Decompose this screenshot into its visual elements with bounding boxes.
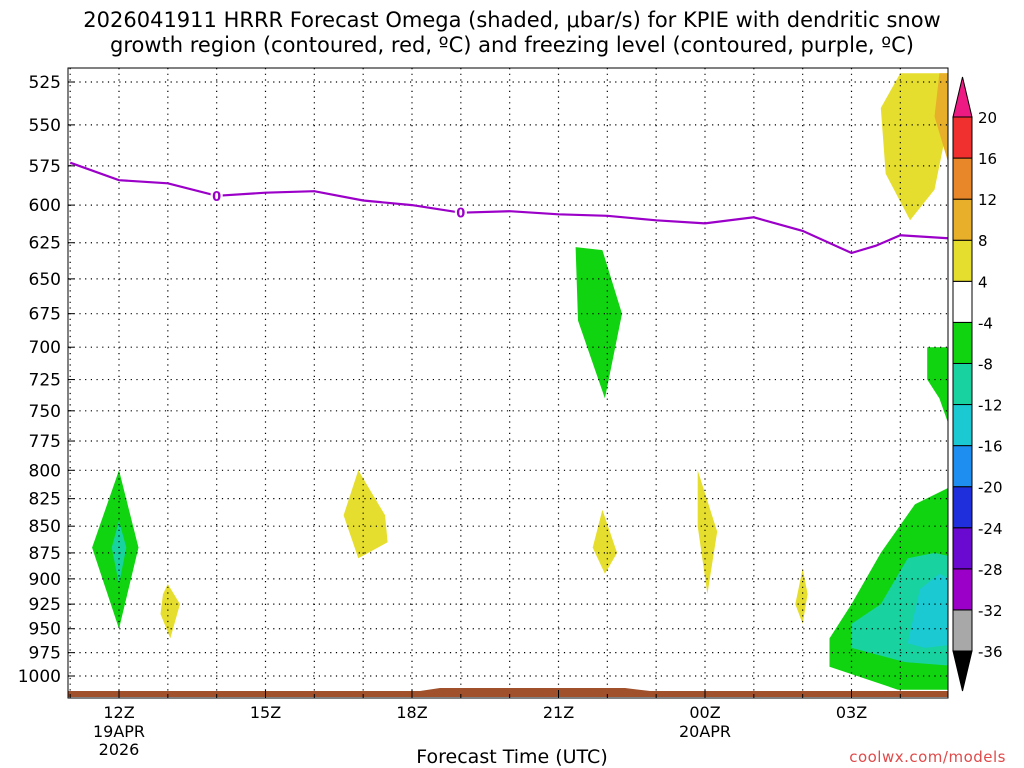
chart-title-line-2: growth region (contoured, red, ºC) and f… — [110, 33, 914, 57]
colorbar-level-label: 8 — [978, 232, 988, 250]
x-tick-label: 00Z — [689, 703, 720, 722]
y-tick-label: 775 — [29, 432, 61, 452]
omega-region-yellow-17z — [343, 470, 388, 559]
y-tick-label: 800 — [29, 461, 61, 481]
colorbar-level-label: -24 — [978, 520, 1003, 538]
colorbar-segment — [952, 280, 973, 323]
y-tick-label: 900 — [29, 570, 61, 590]
omega-region-yellow-00z — [697, 470, 718, 595]
colorbar-segment — [952, 239, 973, 282]
y-tick-label: 825 — [29, 490, 61, 510]
x-tick-label: 03Z — [836, 703, 867, 722]
colorbar: -36 -32 -28 -24 -20 -16 -12 -8 -4 4 8 12 16 20 — [952, 76, 1003, 692]
colorbar-segment — [952, 527, 973, 570]
freezing-level-label-bg — [454, 205, 467, 220]
y-tick-label: 725 — [29, 371, 61, 391]
y-tick-label: 975 — [29, 644, 61, 664]
colorbar-segment — [952, 486, 973, 529]
y-tick-label: 1000 — [18, 667, 61, 687]
y-tick-label: 700 — [29, 338, 61, 358]
freezing-level-label: 0 — [212, 190, 221, 205]
colorbar-level-label: -36 — [978, 643, 1003, 661]
colorbar-segment — [952, 362, 973, 406]
y-axis: 525 550 575 600 625 650 675 700 725 750 775 800 825 8… — [18, 73, 74, 687]
y-tick-label: 550 — [29, 116, 61, 136]
gridlines — [68, 68, 948, 698]
colorbar-min-arrow — [952, 650, 973, 692]
x-tick-year-label: 2026 — [99, 740, 140, 759]
colorbar-level-label: -28 — [978, 561, 1003, 579]
x-axis-label: Forecast Time (UTC) — [416, 746, 608, 768]
terrain-strip — [68, 688, 948, 697]
chart-title-line-1: 2026041911 HRRR Forecast Omega (shaded, … — [83, 8, 941, 32]
y-tick-label: 675 — [29, 305, 61, 325]
y-tick-label: 925 — [29, 595, 61, 615]
colorbar-segment — [952, 404, 973, 447]
colorbar-level-label: 20 — [978, 109, 997, 127]
colorbar-segment — [952, 568, 973, 611]
colorbar-level-label: 16 — [978, 150, 997, 168]
y-tick-label: 525 — [29, 73, 61, 93]
y-tick-label: 650 — [29, 270, 61, 290]
y-tick-label: 625 — [29, 234, 61, 254]
colorbar-level-label: -32 — [978, 602, 1003, 620]
y-tick-label: 600 — [29, 196, 61, 216]
terrain-layer — [68, 688, 948, 697]
omega-region-yellow-03z-upper — [880, 73, 948, 221]
freezing-level-line — [69, 161, 948, 255]
omega-region-yellow-02z — [795, 568, 808, 624]
colorbar-level-label: 4 — [978, 273, 988, 291]
freezing-level-label-bg — [210, 188, 223, 203]
colorbar-segment — [952, 445, 973, 488]
x-tick-date-label: 19APR — [93, 722, 145, 741]
x-tick-label: 18Z — [396, 703, 427, 722]
colorbar-segment — [952, 116, 973, 159]
omega-region-orange-03z-upper — [934, 73, 948, 162]
colorbar-level-label: -8 — [978, 355, 993, 373]
y-tick-label: 850 — [29, 517, 61, 537]
colorbar-level-label: -16 — [978, 438, 1003, 456]
omega-region-teal-12z-low — [111, 520, 127, 584]
colorbar-segment — [952, 321, 973, 364]
y-tick-label: 575 — [29, 157, 61, 177]
omega-shaded-layer — [92, 73, 948, 690]
x-tick-label: 21Z — [543, 703, 574, 722]
colorbar-segment — [952, 609, 973, 652]
colorbar-segment — [952, 198, 973, 241]
x-tick-label: 12Z — [103, 703, 134, 722]
omega-region-yellow-22z — [592, 509, 618, 574]
omega-region-cyan-03z — [907, 573, 948, 648]
omega-region-yellow-13z — [160, 584, 180, 639]
colorbar-segment — [952, 157, 973, 200]
colorbar-level-label: -12 — [978, 397, 1003, 415]
x-tick-date-label: 20APR — [679, 722, 731, 741]
credit-url[interactable]: coolwx.com/models — [849, 748, 1006, 766]
y-tick-label: 750 — [29, 402, 61, 422]
x-tick-label: 15Z — [250, 703, 281, 722]
plot-frame — [67, 67, 949, 699]
y-tick-label: 875 — [29, 544, 61, 564]
freezing-level-layer: 00 — [69, 161, 948, 255]
colorbar-level-label: 12 — [978, 191, 997, 209]
colorbar-max-arrow — [952, 76, 973, 118]
omega-region-green-21z — [575, 247, 622, 399]
y-tick-label: 950 — [29, 620, 61, 640]
colorbar-level-label: -20 — [978, 479, 1003, 497]
colorbar-level-label: -4 — [978, 314, 993, 332]
freezing-level-label: 0 — [456, 207, 465, 222]
